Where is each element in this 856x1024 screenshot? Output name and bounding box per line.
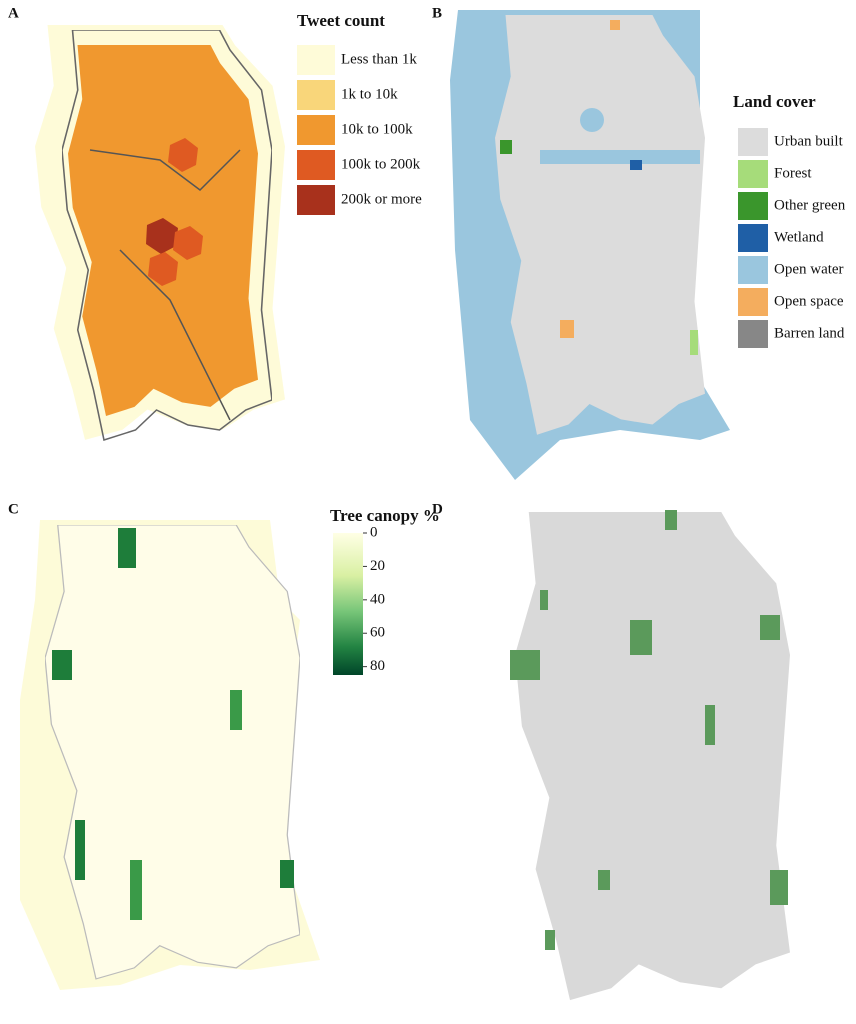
colorbar-tick-label: 0	[370, 524, 378, 540]
colorbar-tick-label: 60	[370, 625, 385, 641]
legend-swatch	[738, 128, 768, 156]
colorbar-tick-label: 80	[370, 658, 385, 674]
legend-swatch	[297, 150, 335, 180]
legend-label: Urban built	[774, 133, 844, 149]
legend-swatch	[738, 224, 768, 252]
legend-label: 1k to 10k	[341, 86, 398, 102]
legend-label: Other green	[774, 197, 846, 213]
map-c	[20, 520, 320, 990]
legend-swatch	[297, 45, 335, 75]
legend-swatch	[738, 192, 768, 220]
legend-label: Barren land	[774, 325, 845, 341]
panel-label: A	[8, 5, 19, 21]
legend-label: Open space	[774, 293, 844, 309]
legend-label: 100k to 200k	[341, 156, 421, 172]
panel-label: C	[8, 501, 19, 517]
legend-label: Open water	[774, 261, 844, 277]
colorbar	[333, 533, 363, 675]
legend-swatch	[297, 80, 335, 110]
legend-swatch	[738, 320, 768, 348]
panel-label: D	[432, 501, 443, 517]
legend-label: 10k to 100k	[341, 121, 413, 137]
legend-title: Land cover	[733, 92, 816, 111]
legend-label: Forest	[774, 165, 812, 181]
map-b	[450, 10, 730, 480]
legend-title: Tree canopy %	[330, 506, 440, 525]
legend-title: Tweet count	[297, 11, 385, 30]
map-d	[510, 510, 790, 1001]
legend-swatch	[738, 160, 768, 188]
panel-label: B	[432, 5, 442, 21]
colorbar-tick-label: 40	[370, 591, 385, 607]
map-a	[35, 25, 285, 441]
legend-label: Less than 1k	[341, 51, 417, 67]
legend-label: 200k or more	[341, 191, 422, 207]
legend-swatch	[297, 115, 335, 145]
legend-swatch	[738, 288, 768, 316]
legend-swatch	[738, 256, 768, 284]
legend-swatch	[297, 185, 335, 215]
colorbar-tick-label: 20	[370, 558, 385, 574]
legend-label: Wetland	[774, 229, 824, 245]
